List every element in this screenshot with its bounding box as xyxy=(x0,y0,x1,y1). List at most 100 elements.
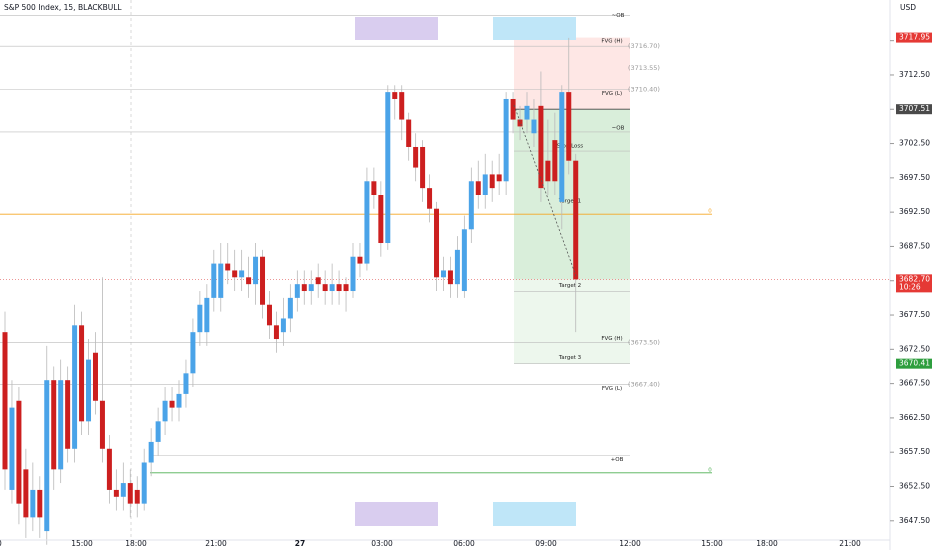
candle-body xyxy=(301,284,307,292)
level-label: 0 xyxy=(708,467,712,473)
candle-body xyxy=(406,119,412,147)
x-tick-label: 21:00 xyxy=(205,539,227,548)
candle-body xyxy=(148,441,154,463)
level-price: (3710.40) xyxy=(628,85,660,93)
candle-body xyxy=(440,270,446,278)
candle-body xyxy=(447,270,453,285)
level-label: FVG (H) xyxy=(601,336,622,342)
x-tick-label: 21:00 xyxy=(839,539,861,548)
candle-body xyxy=(378,194,384,244)
y-tick-label: 3697.50 xyxy=(899,173,930,182)
candle-body xyxy=(392,92,398,99)
candle-body xyxy=(72,325,78,449)
candle-body xyxy=(211,263,217,298)
candle-body xyxy=(357,256,363,264)
candle-body xyxy=(538,105,544,189)
level-label: Target 2 xyxy=(558,283,581,289)
candle-body xyxy=(44,380,50,532)
level-label: ~OB xyxy=(612,125,625,131)
stop-zone xyxy=(514,37,630,110)
candle-body xyxy=(399,92,405,120)
candle-body xyxy=(496,174,502,182)
candle-body xyxy=(475,181,481,195)
candle-body xyxy=(552,140,558,182)
candle-body xyxy=(545,160,551,182)
price-badge xyxy=(896,274,932,293)
level-price: (3667.40) xyxy=(628,380,660,388)
candle-body xyxy=(287,297,293,319)
levels: ~OB FVG (H) (3716.70) (3713.55) FVG (L) (3710… xyxy=(0,13,890,473)
x-tick-label: 27 xyxy=(295,539,305,548)
candle-body xyxy=(120,483,126,497)
y-tick-label: 3657.50 xyxy=(899,447,930,456)
price-badge xyxy=(896,358,932,369)
y-tick-label: 3702.50 xyxy=(899,139,930,148)
level-label: Target 3 xyxy=(558,355,582,361)
candle-body xyxy=(350,256,356,292)
level-label: FVG (L) xyxy=(602,91,622,97)
candle-body xyxy=(385,92,391,244)
session-box xyxy=(355,17,438,40)
price-badge xyxy=(896,32,932,43)
currency: USD xyxy=(900,3,916,12)
axis: 3647.50 3652.50 3657.50 3662.50 3667.50 3672.… xyxy=(0,32,932,548)
candle-body xyxy=(566,92,572,161)
candle-body xyxy=(559,92,565,202)
candle-body xyxy=(343,284,349,292)
candle-body xyxy=(162,400,168,422)
candle-body xyxy=(225,263,231,271)
level-label: Target 1 xyxy=(558,199,581,205)
candle-body xyxy=(280,318,286,333)
candle-body xyxy=(92,352,98,401)
candle-body xyxy=(517,119,523,127)
level-label: ~OB xyxy=(612,13,625,19)
level-price: (3673.50) xyxy=(628,338,660,346)
candle-body xyxy=(204,297,210,333)
candle-body xyxy=(573,160,579,280)
y-tick-label: 3652.50 xyxy=(899,482,930,491)
candle-body xyxy=(454,249,460,285)
candle-body xyxy=(58,380,64,470)
candle-body xyxy=(51,380,57,470)
candle-body xyxy=(461,229,467,292)
price-badge-label: 3707.51 xyxy=(899,104,930,113)
x-tick-label: 15:00 xyxy=(71,539,93,548)
candle-body xyxy=(134,489,140,504)
candle-body xyxy=(113,489,119,497)
candle-body xyxy=(239,270,245,278)
x-tick-label: 00 xyxy=(0,539,2,548)
session-box xyxy=(355,502,438,526)
candle-body xyxy=(329,284,335,292)
candle-body xyxy=(336,284,342,292)
candle-body xyxy=(294,284,300,298)
candle-body xyxy=(308,284,314,292)
y-tick-label: 3687.50 xyxy=(899,241,930,250)
candle-body xyxy=(155,421,161,442)
level-label: FVG (H) xyxy=(601,39,622,45)
candle-body xyxy=(16,400,22,504)
candle-body xyxy=(65,380,71,449)
candle-body xyxy=(253,256,259,285)
candle-body xyxy=(322,284,328,292)
candle-body xyxy=(79,325,85,422)
x-tick-label: 03:00 xyxy=(371,539,393,548)
candle-body xyxy=(413,146,419,168)
zones xyxy=(514,37,630,364)
session-box xyxy=(493,17,576,40)
level-label: FVG (L) xyxy=(602,386,622,392)
y-tick-label: 3647.50 xyxy=(899,516,930,525)
x-tick-label: 18:00 xyxy=(125,539,147,548)
candle-body xyxy=(176,393,182,408)
price-badge-sub: 10:26 xyxy=(899,282,921,291)
candle-body xyxy=(106,448,112,490)
candle-body xyxy=(9,407,15,490)
x-tick-label: 06:00 xyxy=(453,539,475,548)
x-tick-label: 18:00 xyxy=(756,539,778,548)
session-box xyxy=(493,502,576,526)
y-tick-label: 3712.50 xyxy=(899,70,930,79)
candle-body xyxy=(434,208,440,278)
price-badge-label: 3682.70 xyxy=(899,274,930,283)
level-price: (3713.55) xyxy=(628,64,660,72)
candle-body xyxy=(197,304,203,333)
